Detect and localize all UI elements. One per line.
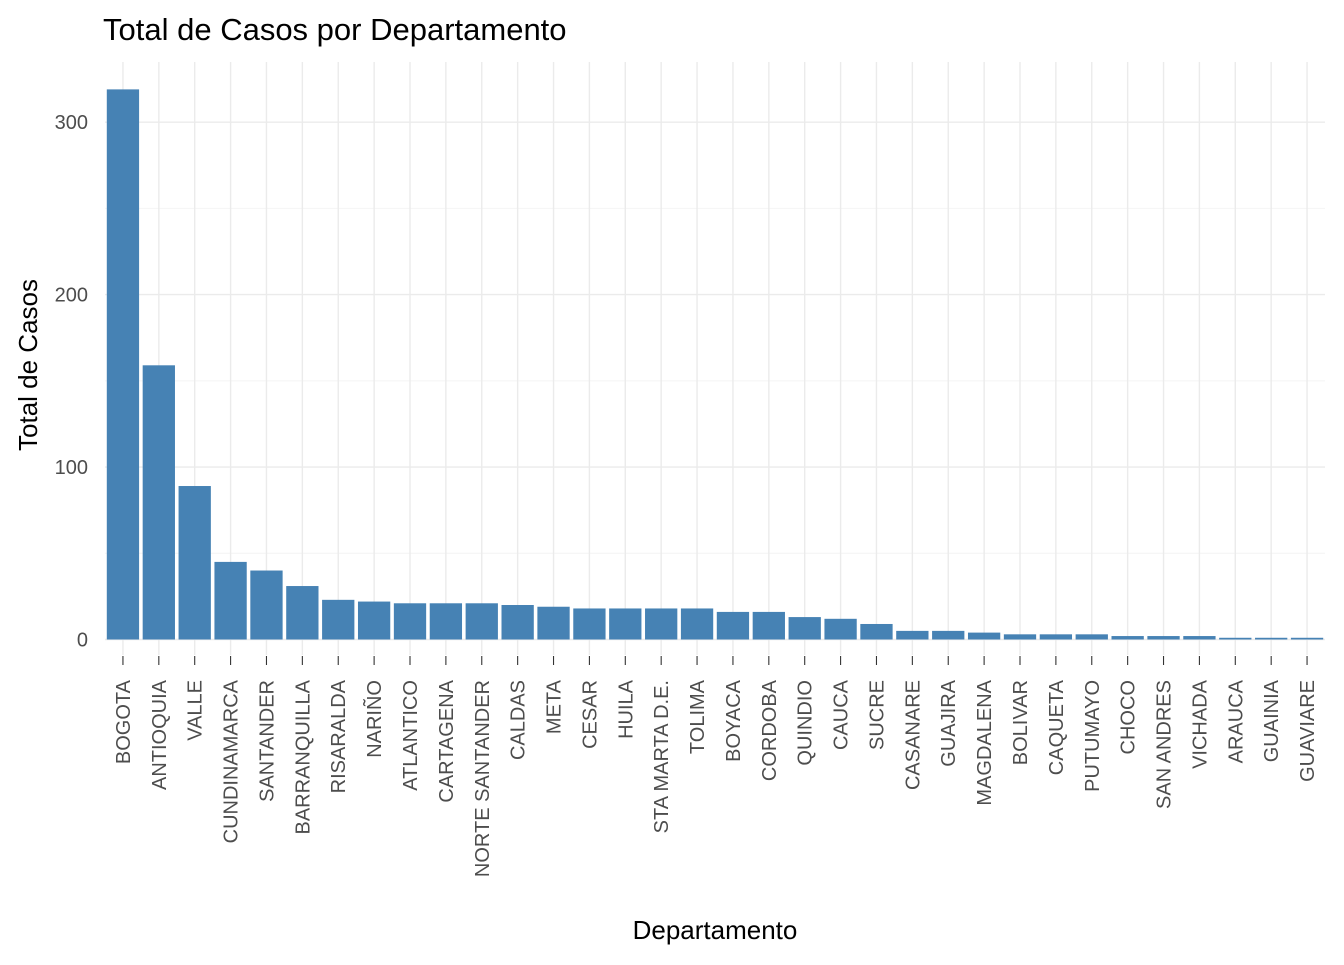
x-tick-label: STA MARTA D.E. xyxy=(651,680,673,833)
x-tick-label: MAGDALENA xyxy=(974,679,996,805)
bar xyxy=(967,632,1001,640)
bar xyxy=(393,603,427,640)
x-tick-label: VICHADA xyxy=(1189,679,1211,769)
chart-title: Total de Casos por Departamento xyxy=(103,12,567,47)
bar xyxy=(1255,637,1288,640)
bar xyxy=(178,486,211,640)
x-tick-label: PUTUMAYO xyxy=(1082,680,1104,792)
bar xyxy=(716,611,750,640)
x-tick-label: SUCRE xyxy=(866,680,888,750)
x-tick-label: QUINDIO xyxy=(795,680,817,766)
x-tick-label: TOLIMA xyxy=(687,679,709,754)
x-tick-label: CAQUETA xyxy=(1046,679,1068,775)
x-tick-label: CUNDINAMARCA xyxy=(221,679,243,843)
x-tick-label: RISARALDA xyxy=(328,679,350,793)
bars xyxy=(106,89,1324,640)
bar xyxy=(1039,634,1073,640)
y-tick-label: 300 xyxy=(55,112,88,134)
x-tick-label: CASANARE xyxy=(902,680,924,790)
x-tick-label: ANTIOQUIA xyxy=(149,679,171,790)
bar xyxy=(1111,636,1144,640)
x-tick-label: GUAINIA xyxy=(1261,679,1283,762)
bar xyxy=(214,561,247,640)
x-tick-label: NORTE SANTANDER xyxy=(472,680,494,877)
bar xyxy=(322,599,355,640)
x-tick-label: CHOCO xyxy=(1118,680,1140,754)
x-tick-label: CESAR xyxy=(579,680,601,749)
x-tick-label: BOLIVAR xyxy=(1010,680,1032,765)
x-tick-label: CORDOBA xyxy=(759,679,781,781)
x-tick-label: SAN ANDRES xyxy=(1154,680,1176,809)
x-tick-label: ARAUCA xyxy=(1225,679,1247,763)
bar xyxy=(896,630,929,640)
x-tick-label: BARRANQUILLA xyxy=(292,679,314,834)
x-tick-label: GUAVIARE xyxy=(1297,680,1319,782)
bar xyxy=(142,365,175,640)
bar xyxy=(1147,636,1180,640)
bar xyxy=(429,603,463,640)
x-axis-ticks: BOGOTA ANTIOQUIA VALLE CUNDINAMARCA SANTANDE… xyxy=(113,656,1319,877)
x-axis-title: Departamento xyxy=(633,915,798,945)
bar xyxy=(609,608,642,640)
bar xyxy=(250,570,283,640)
x-tick-label: BOGOTA xyxy=(113,679,135,764)
bar xyxy=(752,611,785,640)
x-tick-label: HUILA xyxy=(615,679,637,739)
x-tick-label: ATLANTICO xyxy=(400,680,422,791)
x-tick-label: CALDAS xyxy=(508,680,530,760)
bar xyxy=(1219,637,1252,640)
x-tick-label: NARIÑO xyxy=(362,680,386,758)
grid xyxy=(105,62,1325,655)
bar xyxy=(573,608,606,640)
x-tick-label: BOYACA xyxy=(723,679,745,762)
x-tick-label: VALLE xyxy=(185,680,207,741)
y-tick-label: 100 xyxy=(55,457,88,479)
y-axis-ticks: 0 100 200 300 xyxy=(55,112,88,651)
bar xyxy=(788,617,821,640)
bar xyxy=(1290,637,1324,640)
x-tick-label: SANTANDER xyxy=(256,680,278,802)
bar xyxy=(357,601,391,640)
bar xyxy=(824,618,857,640)
x-tick-label: CARTAGENA xyxy=(436,679,458,802)
bar xyxy=(860,623,893,640)
x-tick-label: GUAJIRA xyxy=(938,679,960,766)
bar xyxy=(1183,636,1216,640)
bar xyxy=(680,608,714,640)
y-axis-title: Total de Casos xyxy=(13,279,43,451)
y-tick-label: 0 xyxy=(77,630,88,652)
x-tick-label: CAUCA xyxy=(831,679,853,750)
bar xyxy=(645,608,678,640)
bar xyxy=(465,603,498,640)
bar xyxy=(1003,634,1037,640)
bar xyxy=(286,586,319,640)
bar xyxy=(537,606,570,640)
bar xyxy=(1075,634,1108,640)
x-tick-label: META xyxy=(544,679,566,734)
y-tick-label: 200 xyxy=(55,285,88,307)
bar xyxy=(932,630,965,640)
bar xyxy=(501,605,534,640)
bar xyxy=(106,89,140,640)
